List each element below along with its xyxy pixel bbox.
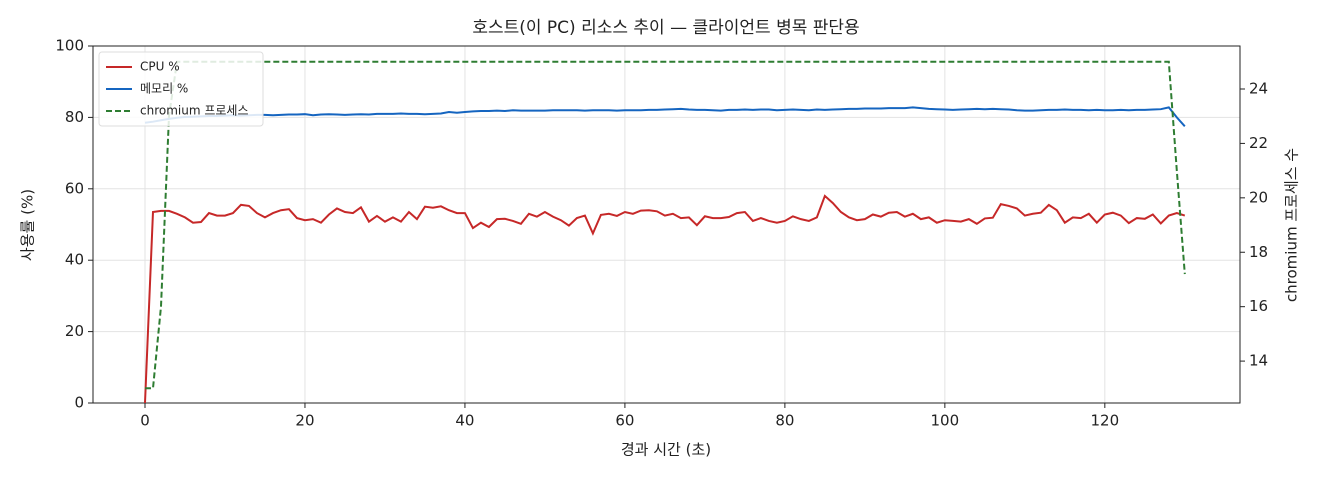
- x-tick-label: 0: [140, 412, 150, 430]
- x-tick-label: 20: [295, 412, 314, 430]
- x-tick-label: 80: [775, 412, 794, 430]
- x-tick-label: 60: [615, 412, 634, 430]
- legend-label: CPU %: [140, 60, 180, 74]
- plot-frame: [92, 45, 1241, 404]
- y-tick-label: 40: [65, 251, 84, 269]
- y2-tick-label: 22: [1249, 134, 1268, 152]
- legend-label: chromium 프로세스: [140, 104, 249, 118]
- legend-box: [98, 51, 264, 127]
- y2-tick-label: 16: [1249, 297, 1268, 315]
- y-axis-label: 사용률 (%): [19, 189, 37, 261]
- y2-tick-label: 14: [1249, 352, 1268, 370]
- x-tick-label: 100: [931, 412, 960, 430]
- legend-label: 메모리 %: [140, 82, 188, 96]
- y-tick-label: 80: [65, 108, 84, 126]
- chart-title: 호스트(이 PC) 리소스 추이 — 클라이언트 병목 판단용: [472, 18, 859, 38]
- series-line: [144, 106, 1186, 127]
- y-tick-label: 0: [74, 394, 84, 412]
- x-axis-label: 경과 시간 (초): [621, 441, 711, 459]
- series-line: [143, 194, 1186, 404]
- y-tick-label: 60: [65, 179, 84, 197]
- y2-axis-label: chromium 프로세스 수: [1283, 148, 1301, 302]
- y2-tick-label: 24: [1249, 79, 1268, 97]
- y2-tick-label: 18: [1249, 243, 1268, 261]
- y-tick-label: 100: [55, 37, 84, 55]
- y2-tick-label: 20: [1249, 188, 1268, 206]
- x-tick-label: 40: [455, 412, 474, 430]
- series-line: [144, 60, 1186, 390]
- x-tick-label: 120: [1091, 412, 1120, 430]
- y-tick-label: 20: [65, 322, 84, 340]
